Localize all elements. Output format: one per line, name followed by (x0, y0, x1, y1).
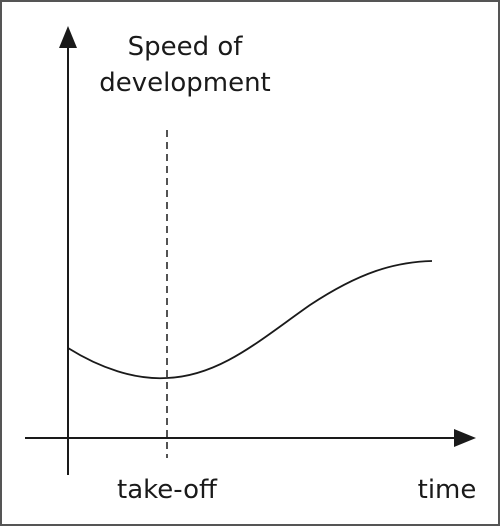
x-axis-label: time (418, 475, 477, 505)
y-axis-arrow (59, 26, 77, 48)
y-axis-label: development (99, 68, 271, 98)
curve (67, 260, 433, 380)
x-axis-arrow (454, 429, 476, 447)
y-axis-label: Speed of (128, 32, 244, 62)
marker-label: take-off (117, 475, 218, 505)
